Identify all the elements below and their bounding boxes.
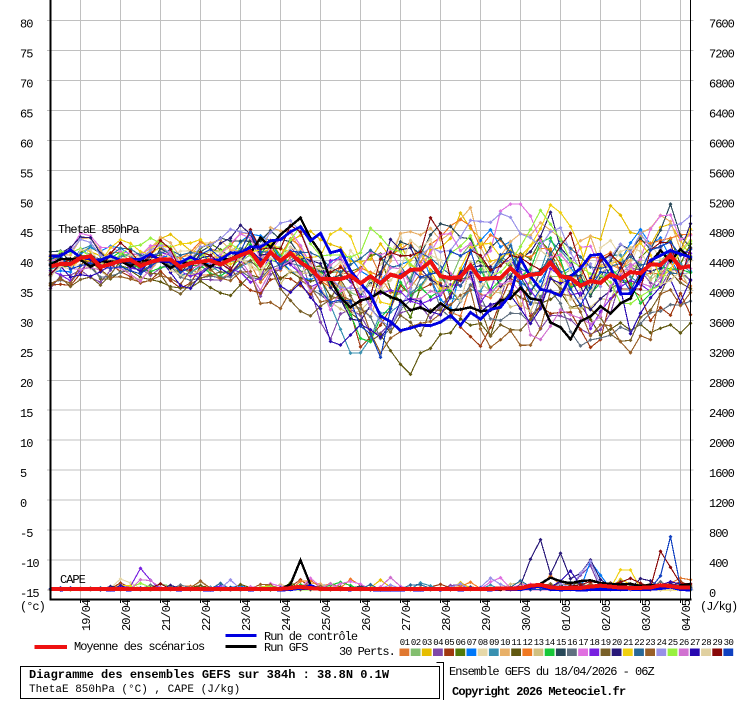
svg-text:20: 20 [612, 638, 622, 648]
svg-text:24: 24 [657, 638, 667, 648]
svg-text:04: 04 [433, 638, 443, 648]
svg-text:5600: 5600 [709, 167, 735, 181]
svg-text:Ensemble GEFS du 18/04/2026 -: Ensemble GEFS du 18/04/2026 - 06Z [449, 665, 654, 679]
svg-text:5: 5 [20, 467, 27, 481]
svg-text:17: 17 [578, 638, 588, 648]
svg-text:15: 15 [556, 638, 566, 648]
svg-text:28: 28 [701, 638, 711, 648]
svg-text:ThetaE 850hPa: ThetaE 850hPa [58, 223, 139, 237]
svg-text:-10: -10 [20, 557, 39, 571]
svg-text:6800: 6800 [709, 77, 735, 91]
svg-text:22/04: 22/04 [200, 599, 214, 631]
svg-text:Copyright 2026 Meteociel.fr: Copyright 2026 Meteociel.fr [452, 685, 626, 699]
svg-text:26: 26 [679, 638, 689, 648]
svg-text:45: 45 [20, 227, 33, 241]
svg-text:(J/kg): (J/kg) [700, 600, 737, 614]
svg-text:30 Perts.: 30 Perts. [339, 645, 395, 659]
svg-text:30: 30 [20, 317, 33, 331]
svg-text:27/04: 27/04 [400, 599, 414, 631]
svg-text:2000: 2000 [709, 437, 735, 451]
svg-text:23: 23 [645, 638, 655, 648]
svg-text:70: 70 [20, 77, 33, 91]
svg-text:19/04: 19/04 [80, 599, 94, 631]
svg-text:03/05: 03/05 [640, 599, 654, 631]
svg-text:10: 10 [20, 437, 33, 451]
svg-text:(°c): (°c) [20, 600, 45, 614]
svg-text:29: 29 [713, 638, 723, 648]
svg-text:2800: 2800 [709, 377, 735, 391]
svg-text:3600: 3600 [709, 317, 735, 331]
svg-text:50: 50 [20, 197, 33, 211]
svg-text:18: 18 [590, 638, 600, 648]
svg-text:0: 0 [709, 587, 716, 601]
svg-text:06: 06 [456, 638, 466, 648]
svg-text:1200: 1200 [709, 497, 735, 511]
svg-text:15: 15 [20, 407, 33, 421]
svg-text:29/04: 29/04 [480, 599, 494, 631]
svg-text:4000: 4000 [709, 287, 735, 301]
svg-text:21/04: 21/04 [160, 599, 174, 631]
svg-text:4800: 4800 [709, 227, 735, 241]
svg-text:14: 14 [545, 638, 555, 648]
svg-text:21: 21 [623, 638, 633, 648]
svg-text:65: 65 [20, 107, 33, 121]
svg-text:04/05: 04/05 [680, 599, 694, 631]
svg-text:02: 02 [411, 638, 421, 648]
svg-text:0: 0 [20, 497, 27, 511]
svg-text:11: 11 [511, 638, 521, 648]
svg-text:7600: 7600 [709, 18, 735, 32]
svg-text:-5: -5 [20, 527, 33, 541]
svg-text:25: 25 [668, 638, 678, 648]
svg-text:10: 10 [500, 638, 510, 648]
svg-text:2400: 2400 [709, 407, 735, 421]
svg-text:08: 08 [478, 638, 488, 648]
svg-text:ThetaE 850hPa (°C) , CAPE (J/k: ThetaE 850hPa (°C) , CAPE (J/kg) [29, 684, 240, 696]
svg-text:22: 22 [634, 638, 644, 648]
svg-text:7200: 7200 [709, 48, 735, 62]
svg-text:CAPE: CAPE [60, 573, 86, 587]
svg-text:1600: 1600 [709, 467, 735, 481]
svg-text:40: 40 [20, 257, 33, 271]
svg-text:Run de contrôle: Run de contrôle [264, 630, 358, 644]
svg-text:12: 12 [523, 638, 533, 648]
svg-text:5200: 5200 [709, 197, 735, 211]
svg-text:23/04: 23/04 [240, 599, 254, 631]
svg-text:25/04: 25/04 [320, 599, 334, 631]
svg-text:27: 27 [690, 638, 700, 648]
svg-text:80: 80 [20, 18, 33, 32]
svg-text:24/04: 24/04 [280, 599, 294, 631]
svg-text:03: 03 [422, 638, 432, 648]
svg-text:09: 09 [489, 638, 499, 648]
svg-text:6000: 6000 [709, 137, 735, 151]
svg-text:400: 400 [709, 557, 728, 571]
svg-text:-15: -15 [20, 587, 39, 601]
svg-text:20: 20 [20, 377, 33, 391]
svg-text:3200: 3200 [709, 347, 735, 361]
svg-text:20/04: 20/04 [120, 599, 134, 631]
svg-text:28/04: 28/04 [440, 599, 454, 631]
svg-text:01/05: 01/05 [560, 599, 574, 631]
svg-text:30: 30 [724, 638, 734, 648]
svg-text:05: 05 [444, 638, 454, 648]
svg-text:Run GFS: Run GFS [264, 641, 308, 655]
svg-text:Diagramme des ensembles GEFS s: Diagramme des ensembles GEFS sur 384h : … [29, 668, 390, 682]
svg-text:60: 60 [20, 137, 33, 151]
svg-text:6400: 6400 [709, 107, 735, 121]
svg-text:75: 75 [20, 48, 33, 62]
svg-text:07: 07 [467, 638, 477, 648]
svg-text:30/04: 30/04 [520, 599, 534, 631]
svg-text:19: 19 [601, 638, 611, 648]
svg-text:35: 35 [20, 287, 33, 301]
svg-text:26/04: 26/04 [360, 599, 374, 631]
svg-text:4400: 4400 [709, 257, 735, 271]
svg-text:16: 16 [567, 638, 577, 648]
svg-text:800: 800 [709, 527, 728, 541]
svg-text:25: 25 [20, 347, 33, 361]
svg-text:13: 13 [534, 638, 544, 648]
svg-text:55: 55 [20, 167, 33, 181]
svg-text:Moyenne des scénarios: Moyenne des scénarios [74, 640, 205, 654]
svg-text:02/05: 02/05 [600, 599, 614, 631]
svg-text:01: 01 [400, 638, 410, 648]
